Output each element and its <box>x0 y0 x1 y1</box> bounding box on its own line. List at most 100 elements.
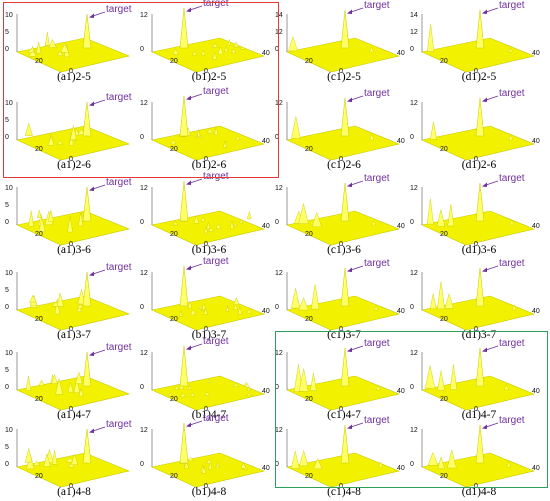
surface-plot <box>16 269 130 331</box>
green-highlight-box <box>275 331 548 488</box>
target-peak <box>475 97 485 137</box>
x-tick-label: 20 <box>170 58 178 65</box>
surface-plot-panel: target 12 0 20 0 40 (c1)4-7 <box>275 338 410 424</box>
surface-plot-panel: target 14 12 0 20 0 40 (c1)2-5 <box>275 0 410 86</box>
surface-peak <box>200 216 206 222</box>
surface-peak <box>508 47 513 53</box>
surface-plot-panel: target 12 0 20 0 40 (c1)2-6 <box>275 88 410 174</box>
target-arrowhead <box>186 265 191 270</box>
surface-plot <box>421 95 535 161</box>
y-tick-label: 40 <box>532 223 540 230</box>
surface-peak <box>215 464 221 468</box>
surface-plot-panel: target 12 0 20 0 40 (b1)3-6 <box>140 171 275 259</box>
x-tick-label: 0 <box>339 483 343 490</box>
target-label: target <box>106 342 132 353</box>
surface-peak <box>172 221 179 226</box>
target-peak <box>475 267 485 307</box>
surface-peak <box>222 140 227 148</box>
panel-caption: (b1)2-5 <box>191 71 227 83</box>
panel-caption: (d1)3-7 <box>461 329 497 341</box>
surface-peak <box>204 391 211 396</box>
target-label: target <box>106 4 132 15</box>
surface-peak <box>36 41 42 54</box>
surface-plot <box>421 180 535 246</box>
surface-plot-panel: target 12 0 20 0 40 (d1)3-7 <box>410 258 545 344</box>
target-peak <box>82 13 92 49</box>
surface-peak <box>437 370 445 391</box>
surface-base-plane <box>16 295 130 331</box>
surface-peak <box>232 223 239 227</box>
x-tick-label: 20 <box>440 146 448 153</box>
surface-plot <box>286 95 400 161</box>
surface-peak <box>504 383 509 391</box>
surface-peak <box>239 218 244 224</box>
x-tick-label: 0 <box>69 156 73 163</box>
surface-plot <box>16 184 130 246</box>
z-tick-label: 5 <box>5 117 9 124</box>
z-tick-label: 12 <box>410 29 418 36</box>
x-tick-label: 0 <box>474 156 478 163</box>
surface-peak <box>60 42 69 53</box>
surface-peak <box>179 310 183 317</box>
surface-plot <box>286 345 400 411</box>
target-arrowhead <box>89 13 94 18</box>
target-label: target <box>203 0 229 9</box>
target-peak <box>475 347 485 387</box>
surface-peak <box>208 461 213 470</box>
z-tick-label: 0 <box>5 461 9 468</box>
surface-peak <box>70 125 77 140</box>
target-arrowhead <box>482 9 487 14</box>
target-peak <box>340 267 350 307</box>
y-tick-label: 40 <box>397 388 405 395</box>
x-tick-label: 0 <box>69 241 73 248</box>
target-label: target <box>364 338 390 349</box>
surface-peak <box>203 225 208 234</box>
surface-plot-panel: target 12 0 20 0 40 (b1)2-5 <box>140 0 275 86</box>
surface-peak <box>427 23 435 52</box>
surface-peak <box>57 140 63 145</box>
target-peak <box>340 424 350 464</box>
panel-caption: (a1)4-8 <box>57 486 91 498</box>
surface-peak <box>74 127 80 136</box>
surface-peak <box>424 365 436 389</box>
z-tick-label: 0 <box>5 304 9 311</box>
z-tick-label: 14 <box>410 12 418 19</box>
surface-peak <box>212 51 218 60</box>
surface-peak <box>179 393 187 398</box>
z-tick-label: 0 <box>275 304 279 311</box>
surface-peak <box>427 451 439 466</box>
target-arrowhead <box>347 424 352 429</box>
x-tick-label: 20 <box>440 396 448 403</box>
surface-peak <box>67 381 74 393</box>
x-tick-label: 0 <box>474 68 478 75</box>
surface-peak <box>27 48 35 53</box>
surface-peak <box>47 135 55 146</box>
surface-peak <box>48 210 54 222</box>
x-tick-label: 0 <box>339 156 343 163</box>
surface-peak <box>430 121 437 140</box>
target-arrowhead <box>186 345 191 350</box>
surface-plot-panel: target 12 0 20 0 40 (b1)4-7 <box>140 336 275 424</box>
x-tick-label: 20 <box>35 473 43 480</box>
surface-peak <box>170 139 176 145</box>
surface-peak <box>36 209 42 218</box>
z-tick-label: 0 <box>410 46 414 53</box>
surface-peak <box>290 451 300 469</box>
surface-peak <box>369 46 374 53</box>
target-arrowhead <box>347 347 352 352</box>
surface-base-plane <box>151 452 265 488</box>
surface-peak <box>78 212 84 227</box>
target-arrowhead <box>186 7 191 12</box>
target-label: target <box>203 336 229 347</box>
surface-peak <box>33 460 41 466</box>
x-tick-label: 20 <box>170 396 178 403</box>
surface-peak <box>201 302 207 310</box>
surface-peak <box>208 227 214 232</box>
surface-peak <box>55 378 63 395</box>
surface-peak <box>174 386 180 390</box>
target-label: target <box>499 338 525 349</box>
surface-peak <box>56 50 64 56</box>
panel-caption: (c1)3-7 <box>327 329 361 341</box>
surface-plot <box>16 426 130 488</box>
z-tick-label: 5 <box>5 29 9 36</box>
